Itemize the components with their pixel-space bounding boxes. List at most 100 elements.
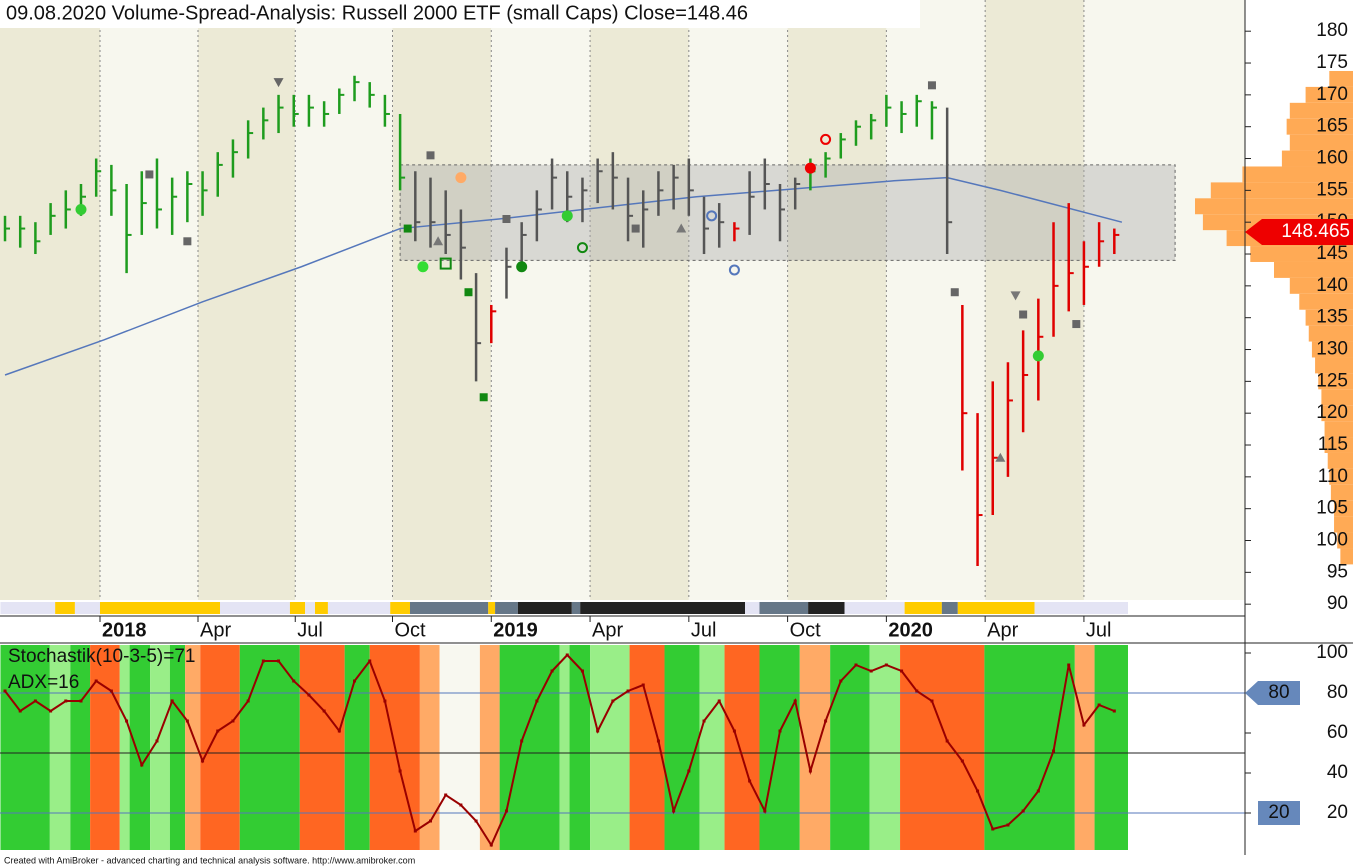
stochastic-point [337, 729, 341, 733]
signal [576, 242, 588, 254]
signal [927, 81, 936, 90]
footer: Created with AmiBroker - advanced charti… [4, 855, 415, 865]
volume-profile-bar [1289, 134, 1353, 151]
signal [502, 215, 511, 224]
quarter-shade [295, 0, 393, 600]
state-stripe [49, 645, 71, 850]
state-strip [99, 602, 221, 614]
y-tick-label: 170 [1316, 84, 1348, 105]
stochastic-point [884, 663, 888, 667]
level-marker-label: 20 [1268, 802, 1289, 823]
level-marker [1258, 801, 1300, 825]
signal [1032, 350, 1044, 362]
stochastic-point [611, 699, 615, 703]
stochastic-point [976, 789, 980, 793]
quarter-shade [1083, 0, 1245, 600]
quarter-shade [198, 0, 296, 600]
state-stripe [830, 645, 870, 850]
stochastic-point [915, 689, 919, 693]
stochastic-point [489, 843, 493, 847]
x-tick-label: Jul [1086, 619, 1112, 641]
stochastic-point [261, 659, 265, 663]
stochastic-point [854, 663, 858, 667]
volume-profile-bar [1337, 532, 1353, 549]
volume-profile-bar [1327, 452, 1353, 469]
state-stripe [119, 645, 130, 850]
state-strip [844, 602, 905, 614]
state-stripe [169, 645, 186, 850]
moving-average [4, 176, 1123, 376]
stochastic-point [930, 699, 934, 703]
quarter-shade [985, 0, 1084, 600]
stochastic-point [201, 759, 205, 763]
state-stripe [900, 645, 985, 850]
y-tick-label: 140 [1316, 275, 1348, 296]
stochastic-point [550, 669, 554, 673]
stochastic-point [565, 653, 569, 657]
state-stripe [200, 645, 240, 850]
quarter-shade [688, 0, 788, 600]
stochastic-point [125, 719, 129, 723]
state-stripe [0, 645, 50, 850]
state-stripe [724, 645, 760, 850]
signal [464, 288, 473, 297]
state-stripe [439, 645, 480, 850]
signal [950, 288, 959, 297]
stochastic-point [428, 819, 432, 823]
signal [455, 172, 467, 184]
stochastic-point [18, 709, 22, 713]
stochastic-point [79, 699, 83, 703]
y-tick-label: 80 [1327, 682, 1348, 703]
state-stripe [759, 645, 800, 850]
volume-profile-bar [1281, 150, 1353, 167]
quarter-shade [590, 0, 689, 600]
volume-profile-bar [1324, 421, 1353, 438]
state-stripe [559, 645, 570, 850]
state-stripe [1074, 645, 1095, 850]
volume-profile-bar [1318, 373, 1353, 390]
x-tick-label: Jul [297, 619, 323, 641]
volume-profile-bar [1329, 468, 1353, 485]
volume-profile-bar [1305, 309, 1353, 326]
stochastic-point [717, 699, 721, 703]
signal [439, 257, 452, 270]
volume-profile-bar [1210, 182, 1353, 199]
signal [479, 393, 488, 402]
stochastic-point [155, 739, 159, 743]
signal [183, 237, 192, 246]
level-marker-label: 80 [1268, 682, 1289, 703]
stochastic-point [413, 829, 417, 833]
state-stripe [90, 645, 120, 850]
stochastic-line [4, 653, 1115, 848]
signal [561, 210, 573, 222]
stochastic-point [109, 689, 113, 693]
signal [433, 236, 444, 246]
stochastic-point [64, 699, 68, 703]
chart-title: 09.08.2020 Volume-Spread-Analysis: Russe… [6, 2, 748, 24]
signal [1010, 291, 1021, 301]
stochastic-point [824, 719, 828, 723]
state-strip [580, 602, 746, 614]
stochastic-point [626, 689, 630, 693]
stochastic-point [1112, 709, 1116, 713]
stochastic-point [185, 719, 189, 723]
volume-profile-bar [1340, 548, 1353, 565]
state-strip [0, 602, 56, 614]
state-strip [220, 602, 290, 614]
signal [426, 151, 435, 160]
state-strip [315, 602, 328, 614]
state-strip [74, 602, 100, 614]
volume-profile-bar [1289, 277, 1353, 294]
state-strip [409, 602, 489, 614]
x-tick-label: 2018 [102, 619, 147, 641]
state-stripe [1094, 645, 1128, 850]
signal [417, 261, 429, 273]
state-strip [745, 602, 760, 614]
stochastic-point [900, 669, 904, 673]
stochastic-point [1036, 789, 1040, 793]
volume-profile-bar [1315, 357, 1353, 374]
state-stripe [664, 645, 700, 850]
state-strip [305, 602, 316, 614]
stochastic-point [778, 729, 782, 733]
